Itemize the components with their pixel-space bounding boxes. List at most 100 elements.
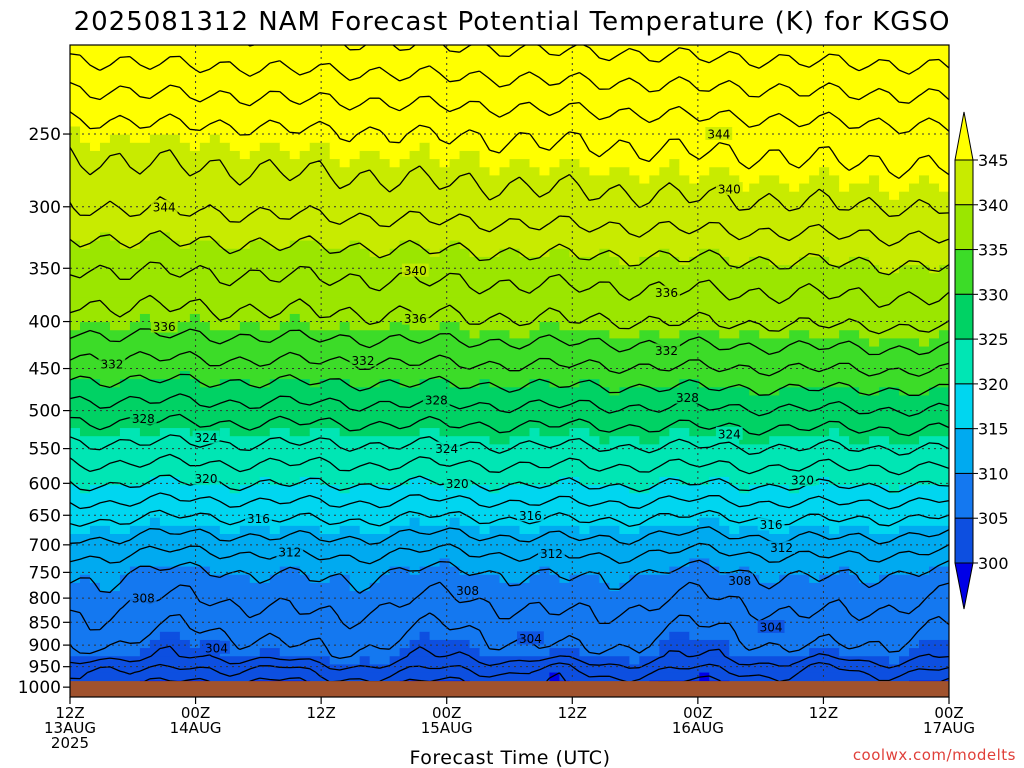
colorbar-box	[954, 293, 974, 340]
colorbar-label: 325	[978, 330, 1009, 349]
y-tick-label: 500	[29, 402, 61, 422]
contour-318	[70, 492, 949, 510]
contour-326	[70, 413, 949, 437]
credit-text: coolwx.com/modelts	[853, 746, 1016, 764]
contour-label-bg	[674, 390, 701, 404]
contour-label-312: 312	[278, 546, 301, 560]
contour-label-bg	[705, 127, 733, 140]
x-tick-label: 12Z	[558, 704, 587, 722]
x-tick-label: 00Z	[934, 704, 963, 722]
contour-302	[70, 661, 949, 684]
y-tick-label: 300	[29, 198, 61, 218]
contour-346	[70, 111, 949, 179]
contour-label-bg	[454, 583, 481, 597]
contour-330	[70, 373, 949, 396]
y-tick-label: 650	[29, 506, 61, 526]
colorbar-label: 310	[978, 464, 1009, 483]
x-tick-label: 14AUG	[170, 719, 222, 737]
contour-348	[70, 81, 949, 135]
contour-label-bg	[276, 545, 304, 559]
contour-label-bg	[150, 199, 178, 213]
colorbar-box	[954, 383, 974, 430]
y-tick-label: 800	[29, 589, 61, 609]
plot-frame	[69, 44, 950, 698]
contour-label-312: 312	[770, 541, 793, 555]
colorbar-label: 305	[978, 509, 1009, 528]
x-tick-label: 17AUG	[923, 719, 975, 737]
contour-label-320: 320	[446, 477, 469, 491]
colorbar-box	[954, 428, 974, 474]
contour-label-bg	[245, 511, 272, 525]
colorbar-box	[954, 249, 974, 295]
x-axis-label: Forecast Time (UTC)	[410, 747, 611, 768]
contour-label-316: 316	[519, 509, 542, 523]
contour-label-bg	[192, 471, 220, 485]
contour-label-340: 340	[404, 264, 427, 278]
x-tick-label: 12Z	[809, 704, 838, 722]
filled-contours	[70, 45, 949, 697]
contour-label-328: 328	[676, 391, 699, 405]
y-tick-label: 350	[29, 259, 61, 279]
colorbar-box	[954, 159, 974, 206]
contour-lines	[70, 45, 949, 697]
contour-label-316: 316	[247, 512, 270, 526]
y-axis: 250 300 350 400 450 500 550 600 650 700 750 800 850 9…	[18, 125, 70, 698]
contour-label-340: 340	[718, 183, 741, 197]
x-tick-label: 12Z	[306, 704, 335, 722]
contour-label-bg	[715, 182, 743, 196]
y-tick-label: 550	[29, 440, 61, 460]
x-tick-label: 00Z	[181, 704, 210, 722]
contour-label-308: 308	[456, 584, 479, 598]
y-tick-label: 900	[29, 636, 61, 656]
y-tick-label: 600	[29, 474, 61, 494]
contour-label-324: 324	[435, 442, 458, 456]
contour-label-320: 320	[791, 474, 814, 488]
contour-label-344: 344	[707, 128, 730, 142]
contour-label-bg	[129, 411, 157, 425]
contour-label-304: 304	[205, 641, 228, 655]
contour-label-312: 312	[540, 547, 563, 561]
contour-label-bg	[789, 473, 816, 486]
contour-label-bg	[726, 573, 754, 587]
contour-label-bg	[757, 620, 785, 633]
contour-label-332: 332	[100, 358, 123, 372]
contour-label-bg	[401, 263, 429, 277]
contour-label-324: 324	[718, 427, 741, 441]
surface-terrain	[70, 681, 949, 697]
colorbar-box	[954, 517, 974, 564]
x-tick-label: 12Z	[55, 704, 84, 722]
contour-label-bg	[150, 319, 178, 333]
colorbar-label: 340	[978, 196, 1009, 215]
colorbar-box	[954, 338, 974, 385]
contour-label-308: 308	[728, 574, 751, 588]
contour-label-bg	[192, 430, 220, 444]
y-tick-label: 400	[29, 313, 61, 333]
contour-label-bg	[349, 353, 377, 367]
contour-344	[70, 147, 949, 217]
contour-label-336: 336	[153, 320, 176, 334]
contour-label-bg	[517, 508, 544, 522]
contour-label-bg	[422, 393, 450, 407]
contour-label-bg	[538, 546, 565, 560]
y-tick-label: 450	[29, 360, 61, 380]
contour-340	[70, 230, 949, 276]
contour-312	[70, 542, 949, 565]
colorbar-label: 335	[978, 241, 1009, 260]
colorbar-label: 300	[978, 554, 1009, 573]
contour-label-bg	[443, 476, 471, 490]
contour-304	[70, 645, 949, 671]
colorbar: 300 305 310 315 320 325 330 335 340 345	[954, 111, 1009, 610]
surface-fill	[70, 681, 949, 697]
contour-label-bg	[517, 631, 544, 645]
x-tick-label: 00Z	[683, 704, 712, 722]
y-tick-label: 700	[29, 536, 61, 556]
contour-label-bg	[401, 311, 429, 325]
colorbar-box	[954, 472, 974, 519]
y-tick-label: 850	[29, 613, 61, 633]
contour-label-bg	[715, 426, 743, 440]
x-tick-label: 15AUG	[421, 719, 473, 737]
contour-322	[70, 453, 949, 476]
contour-324	[70, 434, 949, 456]
y-tick-label: 950	[29, 658, 61, 678]
